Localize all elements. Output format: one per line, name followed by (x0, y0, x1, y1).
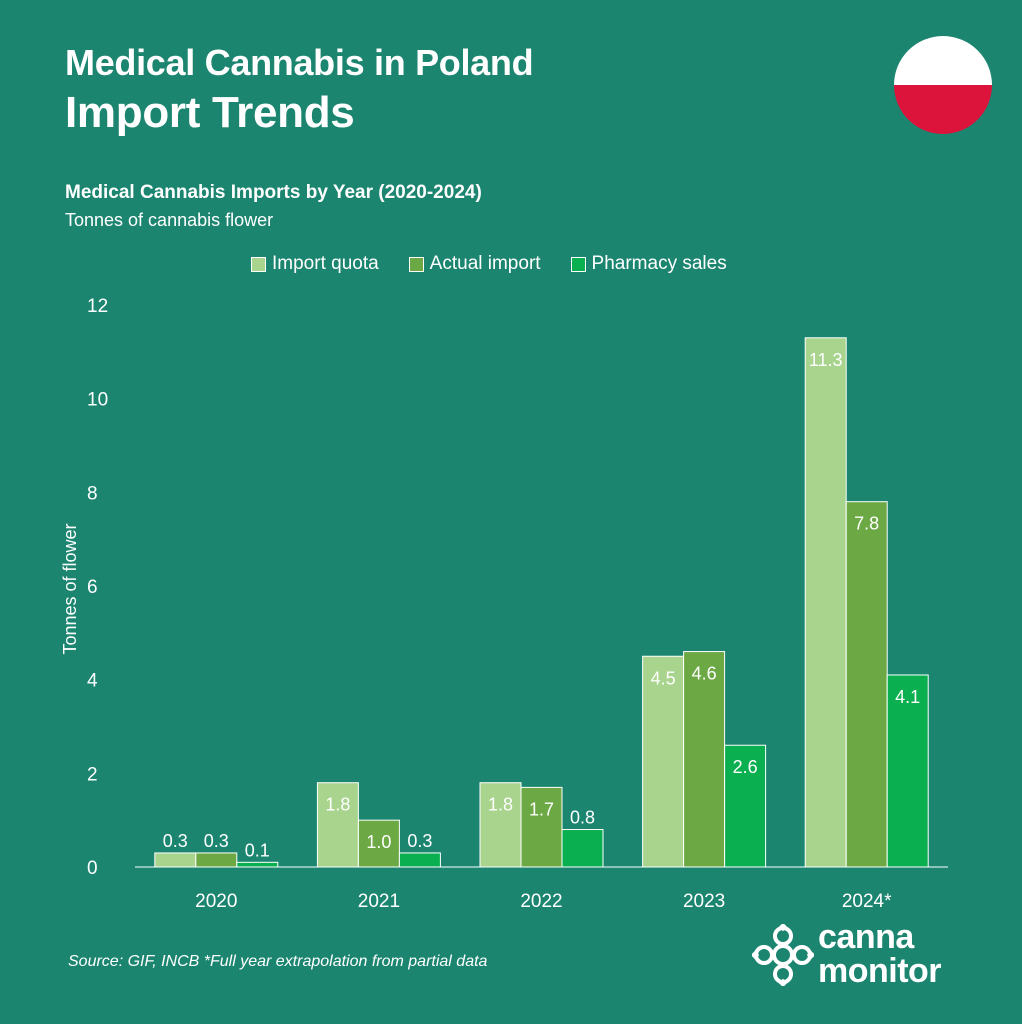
bar-value-label: 7.8 (854, 514, 879, 534)
bar-value-label: 4.5 (651, 668, 676, 688)
bar (195, 852, 238, 868)
bar (398, 852, 441, 868)
bar (316, 782, 359, 868)
legend-label: Actual import (429, 253, 541, 274)
source-note: Source: GIF, INCB *Full year extrapolati… (68, 953, 488, 970)
x-tick-label: 2023 (683, 891, 725, 912)
legend-swatch (251, 256, 266, 272)
bar-value-label: 2.6 (733, 757, 758, 777)
y-tick-label: 6 (87, 577, 98, 598)
legend-swatch (570, 256, 586, 272)
y-tick-label: 8 (87, 483, 98, 504)
bar (520, 786, 563, 868)
bar-value-label: 0.1 (245, 840, 270, 860)
y-tick-label: 4 (87, 671, 98, 692)
bar-value-label: 4.1 (895, 687, 920, 707)
bar (479, 782, 522, 868)
flower-logo-icon (752, 924, 814, 986)
y-tick-label: 0 (87, 858, 98, 879)
legend-label: Pharmacy sales (591, 253, 727, 274)
x-tick-label: 2022 (520, 891, 562, 912)
bar (724, 744, 767, 868)
y-tick-label: 12 (87, 296, 108, 317)
legend-item-pharmacy-sales: Pharmacy sales (570, 253, 727, 275)
chart-title: Medical Cannabis Imports by Year (2020-2… (65, 182, 482, 203)
bar (886, 674, 929, 868)
canna-monitor-logo: canna monitor (752, 918, 992, 992)
x-tick-label: 2020 (195, 891, 237, 912)
bar-value-label: 1.8 (488, 795, 513, 815)
chart-subtitle: Tonnes of cannabis flower (65, 210, 274, 230)
bar (683, 651, 726, 868)
logo-word-canna: canna (818, 918, 914, 956)
bar (357, 819, 400, 868)
bar-value-label: 1.7 (529, 799, 554, 819)
legend-item-import-quota: Import quota (251, 253, 379, 275)
bar (236, 861, 279, 868)
bar (804, 337, 847, 868)
legend-item-actual-import: Actual import (408, 253, 541, 275)
bar (561, 829, 604, 868)
bar-value-label: 0.3 (407, 831, 432, 851)
bar (154, 852, 197, 868)
x-tick-label: 2021 (358, 891, 400, 912)
logo-word-monitor: monitor (818, 952, 942, 990)
y-tick-label: 2 (87, 764, 98, 785)
page-subtitle: Import Trends (65, 88, 355, 137)
chart-legend: Import quota Actual import Pharmacy sale… (251, 253, 757, 275)
bar-value-label: 11.3 (809, 350, 843, 370)
bar-value-label: 0.3 (163, 831, 188, 851)
y-axis-title: Tonnes of flower (60, 523, 80, 654)
legend-label: Import quota (272, 253, 379, 274)
bar-value-label: 0.3 (204, 831, 229, 851)
bar (642, 655, 685, 868)
x-tick-label: 2024* (842, 891, 892, 912)
y-tick-label: 10 (87, 390, 108, 411)
page-title: Medical Cannabis in Poland (65, 42, 534, 83)
bar-value-label: 1.0 (366, 832, 391, 852)
legend-swatch (408, 256, 424, 272)
bar (845, 501, 888, 868)
bar-value-label: 4.6 (692, 664, 717, 684)
bar-value-label: 0.8 (570, 808, 595, 828)
bar-value-label: 1.8 (325, 795, 350, 815)
